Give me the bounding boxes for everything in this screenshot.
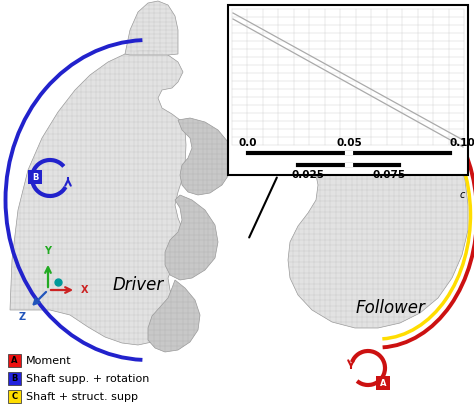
- Text: c: c: [460, 190, 465, 200]
- FancyBboxPatch shape: [8, 390, 21, 403]
- Polygon shape: [288, 102, 468, 328]
- Text: Driver: Driver: [112, 276, 164, 294]
- Text: B: B: [32, 173, 38, 181]
- Text: 0.0: 0.0: [239, 138, 257, 148]
- FancyBboxPatch shape: [376, 376, 390, 390]
- FancyBboxPatch shape: [28, 170, 42, 184]
- Text: Shaft + struct. supp: Shaft + struct. supp: [26, 392, 138, 402]
- FancyBboxPatch shape: [8, 372, 21, 385]
- Text: B: B: [11, 374, 18, 383]
- Text: 0.025: 0.025: [292, 170, 325, 180]
- Polygon shape: [165, 195, 218, 280]
- Text: C: C: [11, 392, 18, 401]
- Text: 0.075: 0.075: [373, 170, 406, 180]
- Text: X: X: [81, 285, 89, 295]
- Text: A: A: [11, 356, 18, 365]
- Text: 0.05: 0.05: [336, 138, 362, 148]
- Text: Y: Y: [45, 246, 52, 256]
- Polygon shape: [125, 1, 178, 55]
- Text: 0.10mm: 0.10mm: [450, 138, 474, 148]
- Polygon shape: [10, 50, 186, 345]
- Text: Z: Z: [19, 312, 26, 322]
- Polygon shape: [148, 280, 200, 352]
- Text: Shaft supp. + rotation: Shaft supp. + rotation: [26, 374, 149, 384]
- Text: Moment: Moment: [26, 356, 72, 365]
- Text: Follower: Follower: [355, 299, 425, 317]
- Bar: [228, 5, 468, 175]
- Polygon shape: [178, 118, 232, 195]
- FancyBboxPatch shape: [8, 354, 21, 367]
- Text: A: A: [380, 379, 386, 387]
